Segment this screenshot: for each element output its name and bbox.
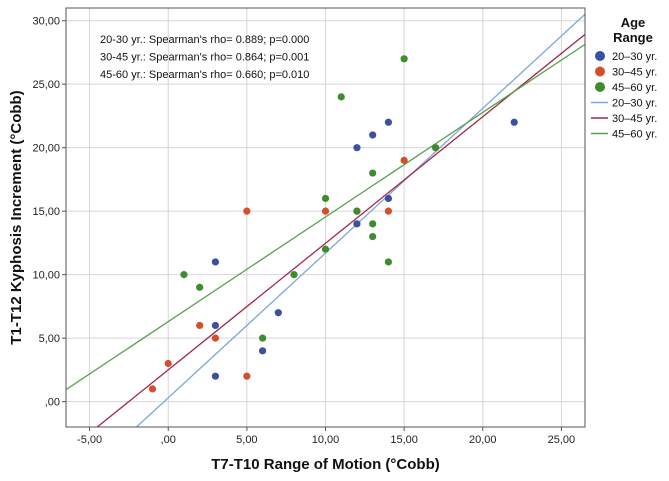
x-tick-label: 5,00 — [236, 434, 257, 446]
data-point — [384, 118, 393, 126]
data-point — [431, 144, 440, 152]
data-point — [321, 245, 330, 253]
grid — [62, 8, 585, 431]
data-point — [258, 347, 267, 355]
x-tick-label: 15,00 — [390, 434, 418, 446]
data-points — [148, 55, 518, 393]
legend-label: 20–30 yr. — [612, 98, 657, 110]
y-tick-label: 10,00 — [32, 270, 60, 282]
legend-label: 30–45 yr. — [612, 113, 657, 125]
y-tick-label: 15,00 — [32, 206, 60, 218]
data-point — [180, 271, 188, 279]
data-point — [337, 93, 345, 101]
x-tick-label: ,00 — [161, 434, 176, 446]
legend-marker — [595, 66, 605, 77]
data-point — [211, 258, 220, 266]
data-point — [369, 169, 377, 177]
data-point — [321, 194, 330, 203]
fit-lines — [66, 13, 585, 427]
legend-label: 45–60 yr. — [612, 129, 657, 141]
data-point — [164, 359, 172, 368]
data-point — [196, 321, 204, 330]
x-tick-labels: -5,00 ,00 5,00 10,00 15,00 20,00 25,00 — [77, 434, 575, 446]
x-tick-label: 25,00 — [548, 434, 576, 446]
legend-label: 30–45 yr. — [612, 67, 657, 79]
data-point — [290, 271, 298, 279]
data-point — [369, 131, 377, 139]
data-point — [148, 385, 157, 393]
data-point — [384, 207, 393, 215]
y-tick-label: 25,00 — [32, 79, 60, 91]
x-axis-title: T7-T10 Range of Motion (°Cobb) — [211, 456, 439, 473]
data-point — [211, 372, 220, 380]
fit-line — [96, 33, 585, 427]
data-point — [369, 220, 377, 228]
data-point — [243, 207, 251, 215]
legend-title-line-1: Age — [621, 15, 646, 30]
stats-annotations: 20-30 yr.: Spearman's rho= 0.889; p=0.00… — [100, 34, 309, 81]
y-tick-labels: ,00 5,00 10,00 15,00 20,00 25,00 30,00 — [32, 16, 60, 409]
data-point — [211, 321, 220, 330]
data-point — [274, 309, 282, 317]
stats-annotation: 30-45 yr.: Spearman's rho= 0.864; p=0.00… — [100, 52, 309, 64]
data-point — [243, 372, 251, 380]
data-point — [384, 258, 393, 266]
data-point — [400, 156, 408, 164]
plot-frame — [65, 7, 586, 428]
y-tick-label: 20,00 — [32, 143, 60, 155]
x-tick-label: 20,00 — [469, 434, 497, 446]
data-point — [400, 55, 408, 63]
data-point — [353, 144, 361, 152]
data-point — [369, 232, 377, 241]
fit-line — [135, 13, 585, 427]
stats-annotation: 20-30 yr.: Spearman's rho= 0.889; p=0.00… — [100, 34, 309, 46]
y-tick-label: 30,00 — [32, 16, 60, 28]
data-point — [353, 220, 361, 228]
y-tick-label: 5,00 — [39, 333, 60, 345]
legend-title-line-2: Range — [613, 30, 653, 45]
x-tick-label: 10,00 — [312, 434, 340, 446]
legend-marker — [595, 51, 605, 61]
data-point — [384, 194, 393, 203]
legend-marker — [595, 82, 605, 92]
legend-label: 45–60 yr. — [612, 82, 657, 94]
data-point — [258, 334, 267, 342]
y-tick-label: ,00 — [45, 397, 60, 409]
x-tick-label: -5,00 — [77, 434, 102, 446]
y-axis-title: T1-T12 Kyphosis Increment (°Cobb) — [8, 90, 25, 344]
fit-line — [66, 43, 585, 391]
stats-annotation: 45-60 yr.: Spearman's rho= 0.660; p=0.01… — [100, 69, 309, 81]
data-point — [321, 207, 330, 215]
data-point — [510, 118, 518, 126]
data-point — [353, 207, 361, 215]
data-point — [196, 283, 204, 291]
legend-label: 20–30 yr. — [612, 51, 657, 63]
data-point — [211, 334, 220, 342]
legend: Age Range 20–30 yr. 30–45 yr. 45–60 yr. 20–… — [591, 15, 657, 141]
